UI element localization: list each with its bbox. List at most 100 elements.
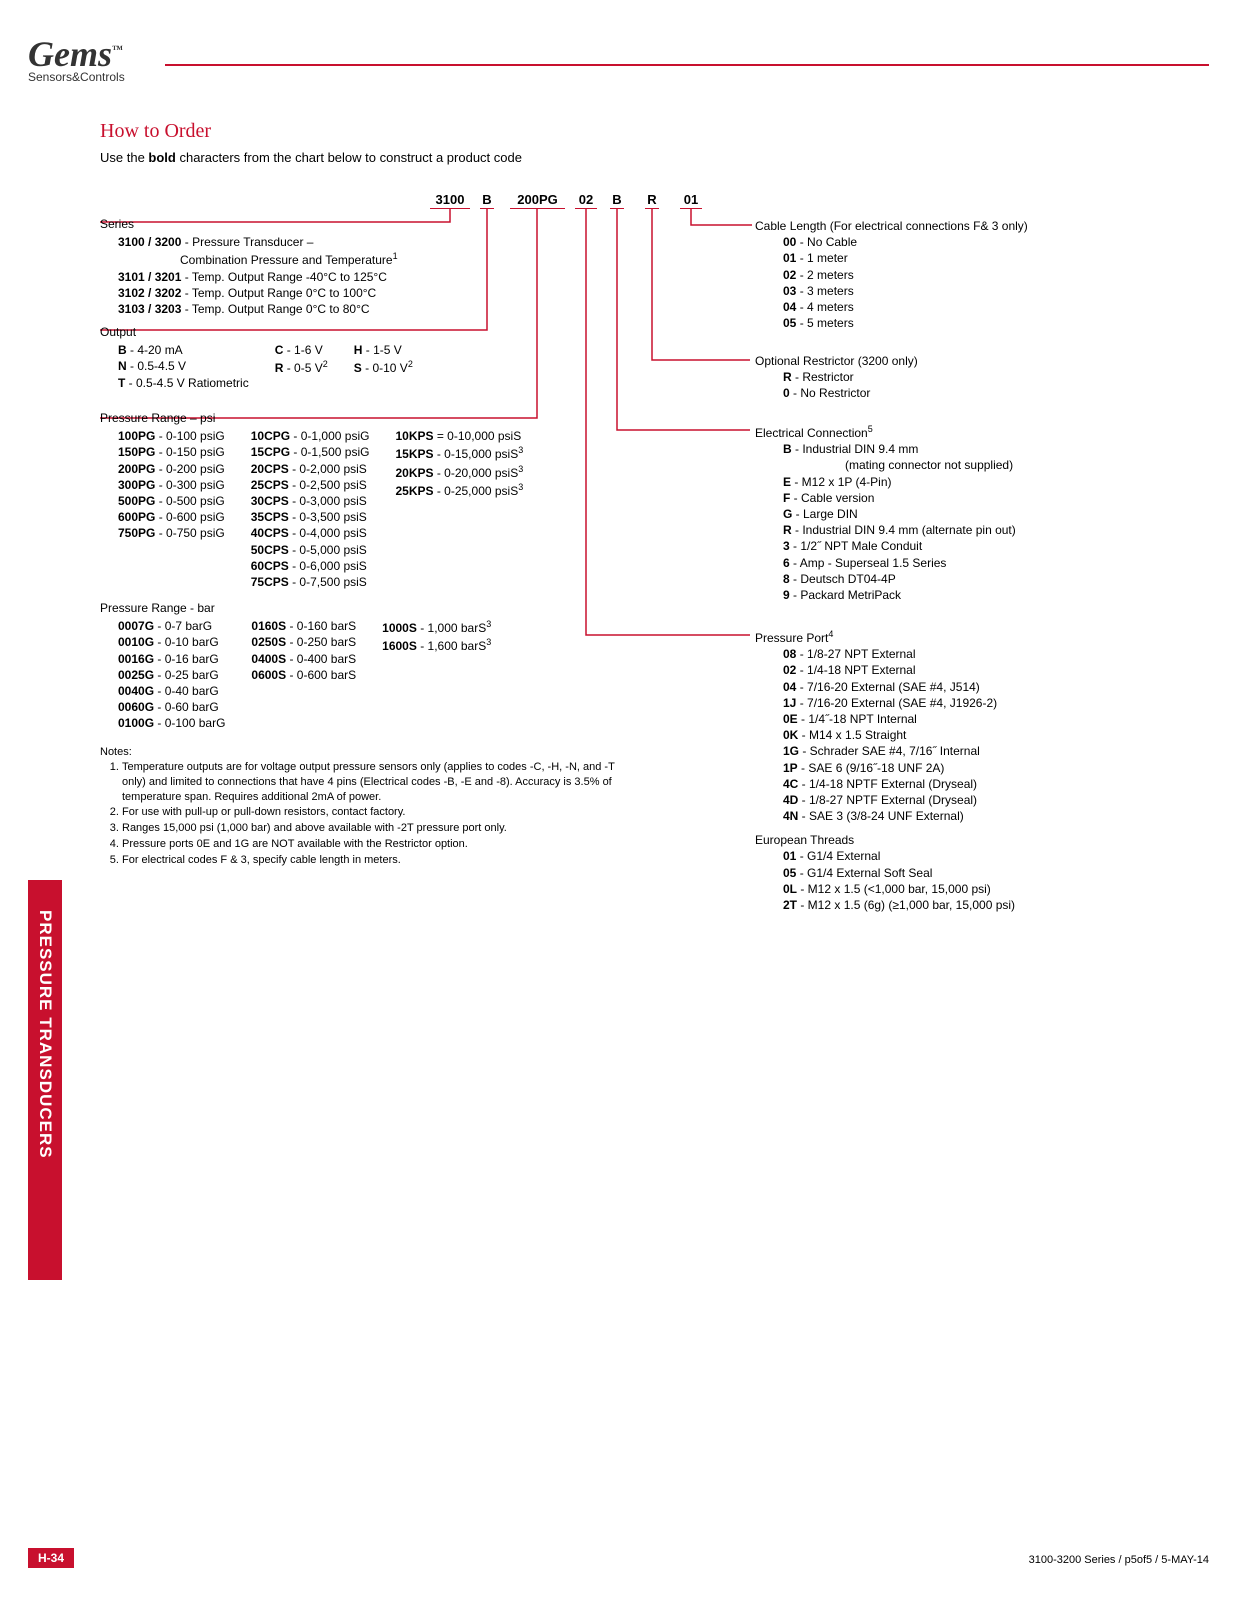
notes-label: Notes: (100, 745, 620, 760)
option-line: 1P - SAE 6 (9/16˝-18 UNF 2A) (783, 760, 1015, 776)
option-line: 0250S - 0-250 barS (251, 634, 356, 650)
option-line: 0 - No Restrictor (783, 385, 918, 401)
option-line: 0010G - 0-10 barG (118, 634, 225, 650)
option-line: 6 - Amp - Superseal 1.5 Series (783, 555, 1016, 571)
bar-section: Pressure Range - bar 0007G - 0-7 barG001… (100, 600, 491, 732)
option-line: H - 1-5 V (354, 342, 413, 358)
option-line: 15CPG - 0-1,500 psiG (251, 444, 370, 460)
option-line: 08 - 1/8-27 NPT External (783, 646, 1015, 662)
option-line: 75CPS - 0-7,500 psiS (251, 574, 370, 590)
cable-label: Cable Length (For electrical connections… (755, 218, 1028, 234)
option-line: 3102 / 3202 - Temp. Output Range 0°C to … (118, 285, 398, 301)
sidebar-label: PRESSURE TRANSDUCERS (28, 910, 62, 1270)
product-code-segment: R (645, 192, 659, 209)
option-line: 20KPS - 0-20,000 psiS3 (395, 463, 523, 481)
option-line: 0040G - 0-40 barG (118, 683, 225, 699)
option-line: 00 - No Cable (783, 234, 1028, 250)
option-line: 3103 / 3203 - Temp. Output Range 0°C to … (118, 301, 398, 317)
option-line: 100PG - 0-100 psiG (118, 428, 225, 444)
option-line: 150PG - 0-150 psiG (118, 444, 225, 460)
option-line: 10KPS = 0-10,000 psiS (395, 428, 523, 444)
option-line: 0400S - 0-400 barS (251, 651, 356, 667)
option-line: C - 1-6 V (275, 342, 328, 358)
option-line: 1G - Schrader SAE #4, 7/16˝ Internal (783, 743, 1015, 759)
option-line: 04 - 4 meters (783, 299, 1028, 315)
option-line: 03 - 3 meters (783, 283, 1028, 299)
note-item: For use with pull-up or pull-down resist… (122, 805, 620, 820)
option-line: 25KPS - 0-25,000 psiS3 (395, 481, 523, 499)
port-section: Pressure Port4 08 - 1/8-27 NPT External0… (755, 628, 1015, 913)
product-code-segment: 02 (575, 192, 597, 209)
psi-section: Pressure Range – psi 100PG - 0-100 psiG1… (100, 410, 523, 590)
option-line: 60CPS - 0-6,000 psiS (251, 558, 370, 574)
option-line: 0600S - 0-600 barS (251, 667, 356, 683)
product-code-segment: 3100 (430, 192, 470, 209)
option-line: 0E - 1/4˝-18 NPT Internal (783, 711, 1015, 727)
product-code-segment: B (610, 192, 624, 209)
option-line: 0007G - 0-7 barG (118, 618, 225, 634)
option-line: 1000S - 1,000 barS3 (382, 618, 491, 636)
option-line: 8 - Deutsch DT04-4P (783, 571, 1016, 587)
option-line: 0100G - 0-100 barG (118, 715, 225, 731)
restrictor-label: Optional Restrictor (3200 only) (755, 353, 918, 369)
brand-logo: Gems™ Sensors&Controls (28, 38, 125, 84)
option-line: 9 - Packard MetriPack (783, 587, 1016, 603)
port-eu-label: European Threads (755, 832, 1015, 848)
option-line: E - M12 x 1P (4-Pin) (783, 474, 1016, 490)
option-line: 2T - M12 x 1.5 (6g) (≥1,000 bar, 15,000 … (783, 897, 1015, 913)
product-code-segment: B (480, 192, 494, 209)
option-line: 3101 / 3201 - Temp. Output Range -40°C t… (118, 269, 398, 285)
option-line: G - Large DIN (783, 506, 1016, 522)
page-number: H-34 (28, 1548, 74, 1568)
option-line: R - 0-5 V2 (275, 358, 328, 376)
option-line: F - Cable version (783, 490, 1016, 506)
option-line: 0L - M12 x 1.5 (<1,000 bar, 15,000 psi) (783, 881, 1015, 897)
option-line: T - 0.5-4.5 V Ratiometric (118, 375, 249, 391)
option-line: 25CPS - 0-2,500 psiS (251, 477, 370, 493)
option-line: B - Industrial DIN 9.4 mm (783, 441, 1016, 457)
option-line: 300PG - 0-300 psiG (118, 477, 225, 493)
option-line: Combination Pressure and Temperature1 (118, 250, 398, 268)
option-line: 200PG - 0-200 psiG (118, 461, 225, 477)
option-line: 4C - 1/4-18 NPTF External (Dryseal) (783, 776, 1015, 792)
option-line: 0016G - 0-16 barG (118, 651, 225, 667)
option-line: 01 - G1/4 External (783, 848, 1015, 864)
option-line: 3 - 1/2˝ NPT Male Conduit (783, 538, 1016, 554)
option-line: 0K - M14 x 1.5 Straight (783, 727, 1015, 743)
option-line: 4N - SAE 3 (3/8-24 UNF External) (783, 808, 1015, 824)
option-line: 750PG - 0-750 psiG (118, 525, 225, 541)
option-line: 40CPS - 0-4,000 psiS (251, 525, 370, 541)
option-line: 20CPS - 0-2,000 psiS (251, 461, 370, 477)
option-line: 500PG - 0-500 psiG (118, 493, 225, 509)
option-line: 1600S - 1,600 barS3 (382, 636, 491, 654)
option-line: B - 4-20 mA (118, 342, 249, 358)
electrical-section: Electrical Connection5 B - Industrial DI… (755, 423, 1016, 603)
cable-section: Cable Length (For electrical connections… (755, 218, 1028, 331)
output-label: Output (100, 324, 413, 340)
option-line: 0160S - 0-160 barS (251, 618, 356, 634)
option-line: 30CPS - 0-3,000 psiS (251, 493, 370, 509)
bar-label: Pressure Range - bar (100, 600, 491, 616)
note-item: Pressure ports 0E and 1G are NOT availab… (122, 837, 620, 852)
option-line: (mating connector not supplied) (783, 457, 1016, 473)
option-line: 35CPS - 0-3,500 psiS (251, 509, 370, 525)
option-line: 3100 / 3200 - Pressure Transducer – (118, 234, 398, 250)
page-subtitle: Use the bold characters from the chart b… (100, 150, 522, 165)
option-line: S - 0-10 V2 (354, 358, 413, 376)
port-label: Pressure Port4 (755, 628, 1015, 646)
product-code-segment: 200PG (510, 192, 565, 209)
page-title: How to Order (100, 120, 211, 143)
option-line: 02 - 1/4-18 NPT External (783, 662, 1015, 678)
option-line: 05 - G1/4 External Soft Seal (783, 865, 1015, 881)
header-rule (165, 64, 1209, 66)
note-item: Temperature outputs are for voltage outp… (122, 760, 620, 805)
option-line: 10CPG - 0-1,000 psiG (251, 428, 370, 444)
option-line: 50CPS - 0-5,000 psiS (251, 542, 370, 558)
option-line: 02 - 2 meters (783, 267, 1028, 283)
option-line: R - Industrial DIN 9.4 mm (alternate pin… (783, 522, 1016, 538)
notes-section: Notes: Temperature outputs are for volta… (100, 745, 620, 869)
option-line: 05 - 5 meters (783, 315, 1028, 331)
product-code-segment: 01 (680, 192, 702, 209)
note-item: For electrical codes F & 3, specify cabl… (122, 853, 620, 868)
option-line: 15KPS - 0-15,000 psiS3 (395, 444, 523, 462)
